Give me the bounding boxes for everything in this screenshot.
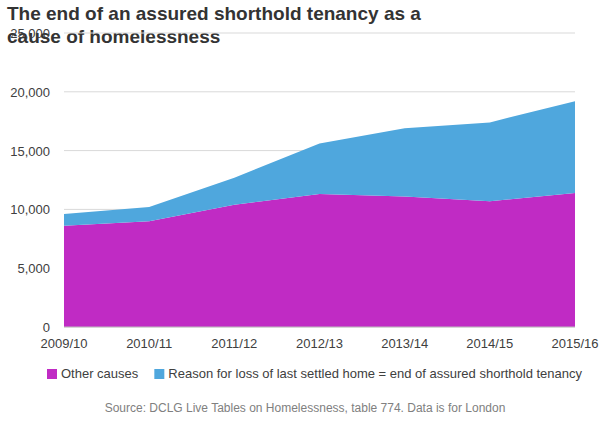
y-tick-label: 10,000 (10, 202, 50, 217)
y-tick-label: 25,000 (10, 26, 50, 41)
x-tick-label: 2014/15 (466, 336, 513, 351)
chart: The end of an assured shorthold tenancy … (0, 0, 610, 421)
grid-line (64, 327, 575, 328)
area (64, 101, 575, 226)
x-tick-label: 2012/13 (296, 336, 343, 351)
areas (64, 101, 575, 327)
legend-swatch (154, 369, 164, 379)
grid (64, 33, 575, 327)
x-tick-label: 2010/11 (126, 336, 172, 351)
x-tick-label: 2015/16 (552, 336, 599, 351)
y-tick-label: 15,000 (10, 144, 50, 159)
x-axis-line (64, 327, 575, 328)
grid-line (64, 33, 575, 34)
legend-label: Other causes (61, 366, 139, 381)
legend-swatch (47, 369, 57, 379)
x-tick-label: 2011/12 (211, 336, 257, 351)
title: The end of an assured shorthold tenancy … (7, 3, 421, 47)
x-tick-label: 2009/10 (41, 336, 88, 351)
y-tick-label: 5,000 (17, 261, 50, 276)
grid-line (64, 91, 575, 92)
title-line: The end of an assured shorthold tenancy … (7, 3, 421, 24)
title-line: cause of homelessness (7, 26, 220, 47)
source: Source: DCLG Live Tables on Homelessness… (105, 401, 506, 415)
y-tick-label: 0 (43, 320, 50, 335)
y-tick-label: 20,000 (10, 85, 50, 100)
x-tick-label: 2013/14 (381, 336, 428, 351)
legend-label: Reason for loss of last settled home = e… (168, 366, 582, 381)
